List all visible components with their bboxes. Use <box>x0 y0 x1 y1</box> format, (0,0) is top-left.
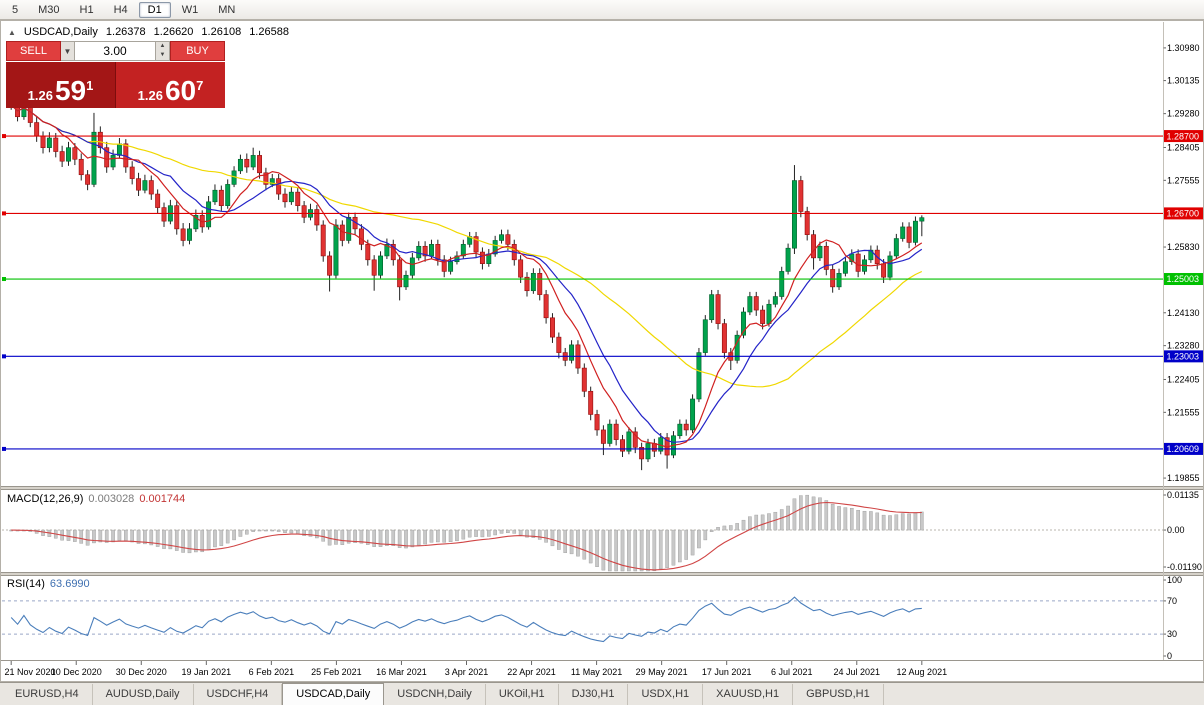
tab-usdcnh-daily[interactable]: USDCNH,Daily <box>384 684 486 705</box>
tab-audusd-daily[interactable]: AUDUSD,Daily <box>93 684 194 705</box>
svg-text:1.27555: 1.27555 <box>1167 175 1200 185</box>
macd-signal-line <box>11 501 922 571</box>
rsi-line <box>10 596 922 643</box>
macd-histogram <box>9 494 924 572</box>
ma-mid-line <box>10 104 923 443</box>
svg-text:1.28700: 1.28700 <box>1167 131 1200 141</box>
period-button-m30[interactable]: M30 <box>38 3 60 16</box>
tab-dj30-h1[interactable]: DJ30,H1 <box>559 684 629 705</box>
spinner-up-icon[interactable]: ▲ <box>159 43 166 49</box>
period-button-d1[interactable]: D1 <box>138 1 171 18</box>
svg-text:16 Mar 2021: 16 Mar 2021 <box>376 667 427 677</box>
svg-text:-0.01190: -0.01190 <box>1167 562 1202 572</box>
tab-ukoil-h1[interactable]: UKOil,H1 <box>486 684 559 705</box>
period-button-5[interactable]: 5 <box>12 3 19 16</box>
volume-spinner[interactable]: ▲ ▼ <box>156 41 170 61</box>
sell-price-prefix: 1.26 <box>27 87 53 103</box>
svg-text:24 Jul 2021: 24 Jul 2021 <box>833 667 880 677</box>
period-button-mn[interactable]: MN <box>218 3 236 16</box>
svg-text:1.24130: 1.24130 <box>1167 308 1200 318</box>
svg-text:21 Nov 2020: 21 Nov 2020 <box>4 667 55 677</box>
svg-text:12 Aug 2021: 12 Aug 2021 <box>897 667 948 677</box>
candles-layer <box>8 88 925 471</box>
buy-button[interactable]: BUY <box>170 41 225 61</box>
sell-price-display[interactable]: 1.26 59 1 <box>6 62 115 108</box>
svg-text:1.20609: 1.20609 <box>1167 444 1200 454</box>
price-axis[interactable]: 1.30980 1.30135 1.29280 1.28405 1.27555 1.258… <box>1163 43 1204 661</box>
svg-text:6 Jul 2021: 6 Jul 2021 <box>771 667 813 677</box>
tab-usdcad-daily[interactable]: USDCAD,Daily <box>282 683 385 705</box>
svg-text:29 May 2021: 29 May 2021 <box>636 667 688 677</box>
svg-text:1.26700: 1.26700 <box>1167 209 1200 219</box>
volume-input[interactable] <box>75 41 156 61</box>
ma-fast-line <box>10 104 923 448</box>
svg-text:1.23280: 1.23280 <box>1167 341 1200 351</box>
sell-price-big: 59 <box>54 75 87 107</box>
buy-price-sup: 7 <box>196 78 204 93</box>
period-button-h4[interactable]: H4 <box>113 3 128 16</box>
svg-text:30: 30 <box>1167 629 1177 639</box>
sell-button[interactable]: SELL <box>6 41 61 61</box>
chart-canvas[interactable]: 1.30980 1.30135 1.29280 1.28405 1.27555 1.258… <box>0 20 1204 682</box>
horizontal-levels-layer <box>2 134 1163 451</box>
buy-price-display[interactable]: 1.26 60 7 <box>116 62 225 108</box>
chart-tabs-bar: EURUSD,H4 AUDUSD,Daily USDCHF,H4 USDCAD,Dai… <box>0 682 1204 705</box>
tab-gbpusd-h1[interactable]: GBPUSD,H1 <box>793 684 884 705</box>
svg-text:19 Jan 2021: 19 Jan 2021 <box>182 667 232 677</box>
tab-usdchf-h4[interactable]: USDCHF,H4 <box>194 684 283 705</box>
svg-text:1.30980: 1.30980 <box>1167 43 1200 53</box>
sell-price-sup: 1 <box>86 78 94 93</box>
svg-text:30 Dec 2020: 30 Dec 2020 <box>116 667 167 677</box>
svg-text:1.21555: 1.21555 <box>1167 407 1200 417</box>
svg-text:1.25003: 1.25003 <box>1167 274 1200 284</box>
svg-text:100: 100 <box>1167 575 1182 585</box>
svg-text:17 Jun 2021: 17 Jun 2021 <box>702 667 752 677</box>
svg-text:1.29280: 1.29280 <box>1167 109 1200 119</box>
tab-xauusd-h1[interactable]: XAUUSD,H1 <box>703 684 794 705</box>
svg-text:11 May 2021: 11 May 2021 <box>571 667 622 677</box>
svg-text:0.00: 0.00 <box>1167 525 1185 535</box>
buy-price-big: 60 <box>164 75 197 107</box>
svg-text:0: 0 <box>1167 651 1172 661</box>
chart-window: 1.30980 1.30135 1.29280 1.28405 1.27555 1.258… <box>0 20 1204 682</box>
ma-slow-line <box>10 104 923 388</box>
buy-price-prefix: 1.26 <box>137 87 163 103</box>
svg-text:1.19855: 1.19855 <box>1167 473 1200 483</box>
svg-text:1.25830: 1.25830 <box>1167 242 1200 252</box>
svg-text:1.28405: 1.28405 <box>1167 142 1200 152</box>
svg-text:25 Feb 2021: 25 Feb 2021 <box>311 667 362 677</box>
tab-usdx-h1[interactable]: USDX,H1 <box>628 684 704 705</box>
svg-text:6 Feb 2021: 6 Feb 2021 <box>249 667 295 677</box>
tab-eurusd-h4[interactable]: EURUSD,H4 <box>2 684 93 705</box>
svg-text:0.01135: 0.01135 <box>1167 490 1199 500</box>
period-button-h1[interactable]: H1 <box>79 3 94 16</box>
svg-text:1.22405: 1.22405 <box>1167 374 1200 384</box>
svg-text:10 Dec 2020: 10 Dec 2020 <box>51 667 102 677</box>
svg-text:3 Apr 2021: 3 Apr 2021 <box>445 667 489 677</box>
timeframe-toolbar: 5 M30 H1 H4 D1 W1 MN <box>0 0 1204 20</box>
svg-text:1.23003: 1.23003 <box>1167 352 1200 362</box>
spinner-down-icon[interactable]: ▼ <box>159 52 166 58</box>
period-button-w1[interactable]: W1 <box>181 3 199 16</box>
volume-dropdown-icon[interactable]: ▼ <box>61 41 75 61</box>
svg-text:1.30135: 1.30135 <box>1167 76 1200 86</box>
svg-text:22 Apr 2021: 22 Apr 2021 <box>507 667 556 677</box>
svg-text:70: 70 <box>1167 596 1177 606</box>
